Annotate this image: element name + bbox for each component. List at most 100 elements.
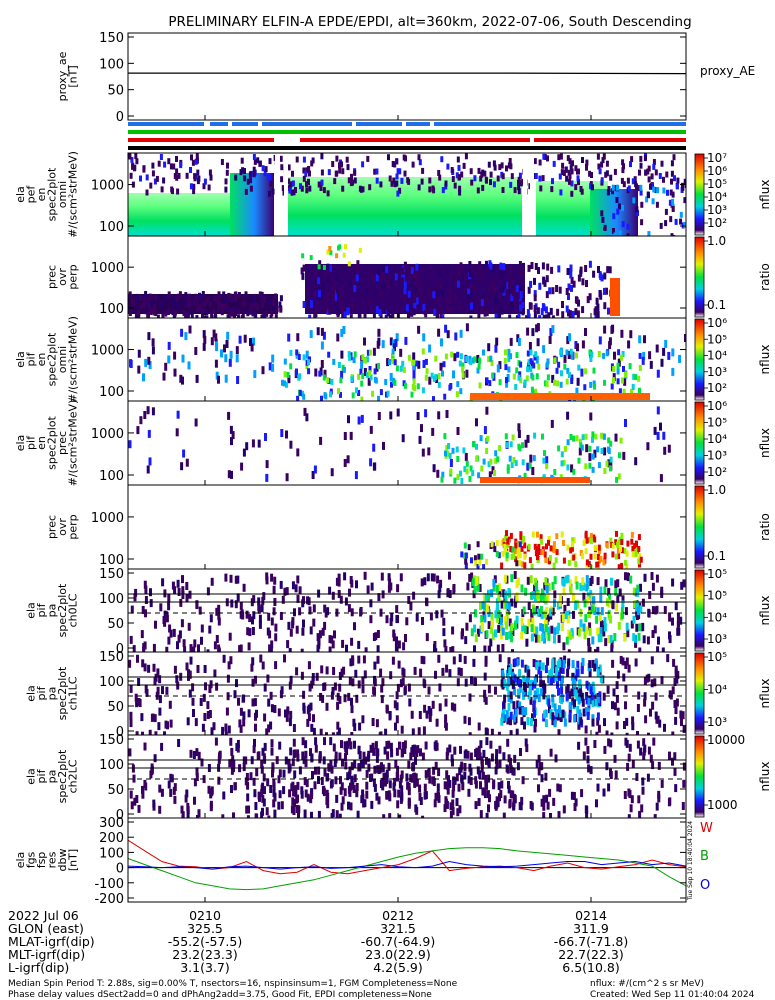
- panel-8-cell: [577, 741, 581, 750]
- panel-1-cell: [518, 172, 522, 179]
- panel-4-cell: [128, 440, 132, 449]
- panel-3-cell: [347, 351, 351, 358]
- panel-7-cell: [537, 666, 541, 675]
- panel-3-cell: [516, 334, 520, 343]
- panel-2-cell: [252, 296, 256, 303]
- panel-6-cell: [482, 593, 486, 601]
- panel-6-cell: [154, 620, 157, 629]
- panel-3-cell: [461, 362, 465, 369]
- panel-7-cell: [615, 721, 619, 730]
- panel-2-cell: [143, 298, 147, 304]
- panel-2-cell: [382, 284, 386, 292]
- panel-7-cell: [396, 683, 400, 692]
- panel-5-cell: [639, 556, 643, 563]
- panel-7-cell: [539, 670, 543, 679]
- panel-8-cell: [344, 753, 347, 761]
- panel-2-cell: [545, 291, 549, 299]
- panel-3-cell: [360, 396, 364, 401]
- panel-7-cell: [158, 707, 162, 716]
- panel-6-cell: [405, 617, 409, 626]
- panel-1-cell: [395, 173, 399, 180]
- panel-6-cell: [599, 620, 603, 629]
- panel-4-cell: [245, 442, 249, 451]
- panel-5-cell: [623, 548, 627, 554]
- panel-8-cell: [424, 791, 428, 800]
- panel-3-cell: [286, 371, 290, 378]
- panel-5-cell: [625, 550, 629, 557]
- panel-7-cell: [388, 711, 392, 719]
- panel-3-cell: [327, 351, 331, 358]
- panel-7-cell: [468, 693, 472, 702]
- panel-3-cell: [236, 376, 240, 384]
- panel-8-cell: [271, 769, 274, 778]
- panel-8-cell: [177, 739, 181, 747]
- panel-6-cell: [238, 645, 242, 652]
- panel-4-cell: [550, 419, 554, 428]
- panel-9-ytick-label: 200: [99, 831, 124, 846]
- panel-8-cell: [350, 762, 354, 771]
- panel-5-cell: [541, 549, 545, 555]
- panel-6-cell: [515, 615, 519, 624]
- panel-4-cell: [588, 445, 592, 452]
- flag-bar-blue: [210, 122, 228, 126]
- footer-row-value: 23.0(22.9): [365, 947, 430, 962]
- panel-6-cell: [172, 628, 176, 637]
- panel-8-cell: [481, 771, 485, 780]
- panel-3-cell: [373, 376, 377, 383]
- panel-1-cell: [646, 191, 650, 198]
- panel-6-cell: [464, 636, 468, 645]
- panel-3-ytick-label: 1000: [91, 344, 124, 359]
- panel-1-cell: [446, 163, 450, 170]
- footer-row-label: MLAT-igrf(dip): [8, 934, 95, 949]
- panel-4-cell: [511, 434, 515, 441]
- panel-1-cell: [417, 184, 421, 191]
- panel-6-cell: [349, 576, 353, 584]
- panel-8-cell: [141, 790, 145, 799]
- panel-1-cell: [589, 183, 593, 190]
- panel-4-cell: [465, 460, 469, 467]
- panel-2-cell: [459, 262, 463, 270]
- panel-8-cell: [627, 814, 631, 818]
- panel-1-cell: [671, 198, 675, 205]
- panel-6-cell: [286, 640, 290, 649]
- panel-7-cell: [575, 669, 579, 678]
- panel-7-cell: [553, 703, 557, 712]
- panel-8-cell: [396, 800, 400, 809]
- panel-8-cell: [542, 795, 546, 804]
- panel-8-cell: [386, 751, 390, 760]
- panel-6-cell: [587, 643, 591, 652]
- panel-9-ylabel-line: res: [46, 851, 59, 868]
- panel-1-cell: [607, 186, 611, 192]
- panel-6-cell: [617, 621, 621, 630]
- panel-8-cell: [448, 744, 452, 753]
- panel-7-cell: [242, 711, 246, 720]
- panel-1-cell: [654, 169, 658, 176]
- panel-1-cell: [596, 153, 600, 160]
- panel-7-cell: [452, 656, 456, 665]
- panel-7-cell: [331, 732, 335, 735]
- panel-2-cell: [197, 299, 201, 306]
- panel-2-cell: [378, 309, 382, 317]
- panel-1-cell: [517, 179, 520, 186]
- panel-6-cell: [508, 618, 512, 627]
- panel-4-cell: [514, 460, 518, 467]
- panel-4-cell: [475, 418, 478, 427]
- panel-3-cell: [612, 366, 616, 372]
- panel-7-cell: [362, 655, 366, 664]
- panel-8-cell: [474, 801, 478, 810]
- panel-7-cell: [611, 659, 615, 668]
- panel-2-cell: [184, 292, 188, 299]
- panel-6-cell: [388, 578, 392, 587]
- panel-8-cell: [263, 742, 267, 751]
- panel-3-cell: [298, 373, 302, 380]
- panel-7-cell: [173, 665, 177, 674]
- panel-8-cell: [144, 782, 148, 791]
- panel-7-cell: [456, 678, 460, 687]
- panel-6-cell: [585, 583, 589, 592]
- panel-2-cell: [575, 297, 579, 304]
- panel-8-cell: [595, 799, 598, 808]
- panel-6-cell: [470, 572, 474, 581]
- panel-3-cell: [450, 351, 454, 358]
- panel-3-cell: [393, 343, 396, 352]
- panel-6-cell: [569, 586, 573, 595]
